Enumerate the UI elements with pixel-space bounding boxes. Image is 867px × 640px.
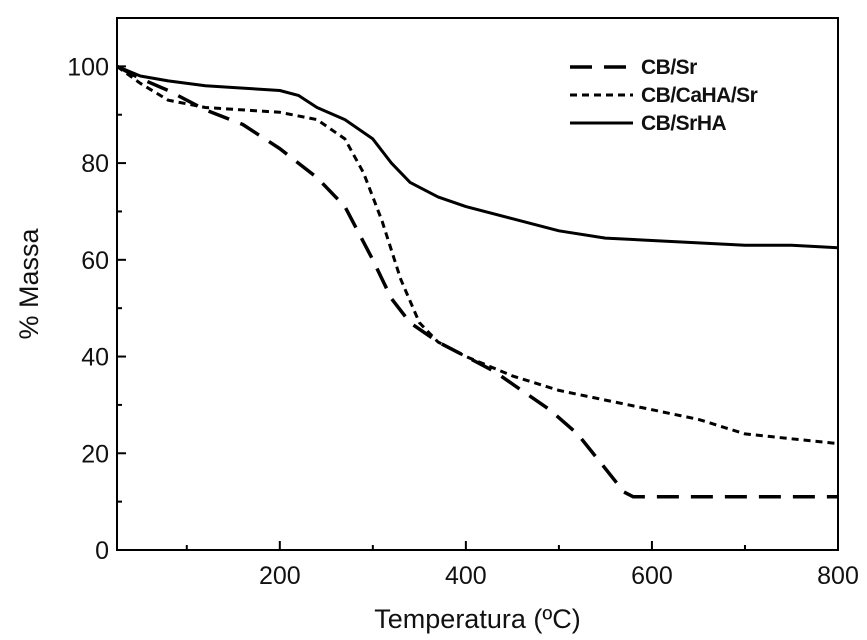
series-line-2	[116, 65, 839, 446]
x-tick-label: 600	[631, 562, 673, 590]
y-tick-label: 40	[81, 344, 109, 372]
legend-label-3: CB/SrHA	[641, 112, 727, 135]
series-line-3	[116, 65, 839, 250]
y-tick-label: 20	[81, 440, 109, 468]
y-tick-label: 80	[81, 150, 109, 178]
legend-label-2: CB/CaHA/Sr	[641, 84, 758, 107]
y-tick-label: 60	[81, 247, 109, 275]
y-axis-label: % Massa	[14, 228, 44, 340]
legend: CB/Sr CB/CaHA/Sr CB/SrHA	[570, 56, 758, 135]
y-tick-label: 0	[95, 537, 109, 565]
plot-frame	[116, 17, 839, 551]
series-line-1	[116, 64, 838, 499]
y-tick-label: 100	[67, 53, 109, 81]
axes: 200 400 600 800 0 20 40 60 80 100	[67, 17, 859, 590]
x-tick-label: 800	[817, 562, 859, 590]
x-tick-label: 400	[445, 562, 487, 590]
x-axis-label: Temperatura (ºC)	[374, 604, 580, 634]
legend-label-1: CB/Sr	[641, 56, 697, 79]
x-tick-label: 200	[259, 562, 301, 590]
plot-area	[116, 64, 839, 499]
